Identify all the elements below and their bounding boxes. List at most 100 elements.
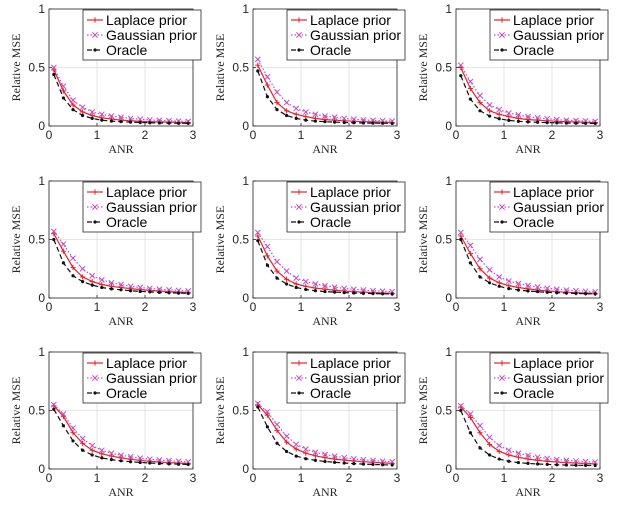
legend-label-laplace: Laplace prior xyxy=(310,12,391,28)
data-point-gaussian xyxy=(166,457,172,464)
data-point-oracle xyxy=(138,289,142,294)
legend-label-laplace: Laplace prior xyxy=(106,12,187,28)
data-point-oracle xyxy=(593,463,597,468)
data-point-gaussian xyxy=(50,401,57,408)
legend-marker-gaussian xyxy=(92,204,98,210)
data-point-oracle xyxy=(516,288,521,292)
data-point-gaussian xyxy=(582,458,589,465)
y-tick-label: 1 xyxy=(445,345,452,359)
x-tick-label: 1 xyxy=(298,471,305,485)
data-point-oracle xyxy=(564,121,569,125)
chart-panel: 0 1 2 3 0 0.5 1 ANR Relative MSE Laplace priorGau… xyxy=(416,345,609,499)
legend-marker-oracle xyxy=(93,48,97,52)
data-point-gaussian xyxy=(302,109,309,115)
data-point-gaussian xyxy=(60,83,67,90)
data-point-oracle xyxy=(342,120,346,125)
data-point-gaussian xyxy=(477,92,483,99)
data-point-gaussian xyxy=(331,284,338,291)
data-point-oracle xyxy=(526,461,530,465)
data-point-laplace xyxy=(506,452,512,458)
data-point-gaussian xyxy=(175,287,182,294)
x-tick-label: 2 xyxy=(346,128,353,142)
data-point-laplace xyxy=(458,233,464,239)
legend-marker-gaussian xyxy=(296,375,302,381)
x-tick-label: 2 xyxy=(549,471,556,485)
data-point-oracle xyxy=(333,120,337,124)
data-point-gaussian xyxy=(98,276,105,283)
data-point-gaussian xyxy=(302,446,309,453)
data-point-laplace xyxy=(477,266,483,272)
data-point-oracle xyxy=(459,74,463,78)
data-point-oracle xyxy=(304,457,308,461)
y-tick-label: 1 xyxy=(242,345,249,359)
data-point-laplace xyxy=(80,440,86,446)
data-point-laplace xyxy=(467,414,473,421)
legend-marker-oracle xyxy=(93,220,97,224)
data-point-oracle xyxy=(526,289,530,293)
y-axis-label: Relative MSE xyxy=(213,34,227,102)
series-line-oracle xyxy=(257,70,393,124)
data-point-gaussian xyxy=(467,242,474,249)
data-point-laplace xyxy=(274,100,280,106)
data-point-oracle xyxy=(313,458,317,462)
y-tick-label: 1 xyxy=(445,174,452,188)
data-point-gaussian xyxy=(322,113,328,120)
legend-marker-gaussian xyxy=(499,375,505,381)
data-point-laplace xyxy=(108,453,114,459)
data-point-gaussian xyxy=(322,282,328,289)
data-point-oracle xyxy=(381,292,385,296)
data-point-gaussian xyxy=(457,62,464,69)
x-tick-label: 1 xyxy=(298,300,305,314)
data-point-laplace xyxy=(284,276,290,282)
data-point-oracle xyxy=(100,285,104,290)
y-tick-label: 1 xyxy=(242,174,249,188)
x-tick-label: 3 xyxy=(190,128,197,142)
legend-marker-gaussian xyxy=(296,204,302,210)
data-point-gaussian xyxy=(156,457,163,463)
x-axis-label: ANR xyxy=(108,314,133,328)
x-tick-label: 3 xyxy=(597,300,604,314)
data-point-oracle xyxy=(129,460,133,464)
data-point-laplace xyxy=(264,412,270,418)
data-point-laplace xyxy=(467,85,473,92)
y-tick-label: 0 xyxy=(38,119,45,133)
data-point-oracle xyxy=(119,120,123,124)
data-point-oracle xyxy=(390,463,394,467)
data-point-oracle xyxy=(488,453,492,457)
data-point-oracle xyxy=(488,281,492,285)
data-point-oracle xyxy=(497,457,501,461)
data-point-oracle xyxy=(381,463,385,467)
data-point-gaussian xyxy=(283,433,290,440)
data-point-gaussian xyxy=(467,78,474,85)
data-point-gaussian xyxy=(341,454,348,461)
data-point-gaussian xyxy=(70,425,76,432)
data-point-oracle xyxy=(323,459,327,464)
data-point-oracle xyxy=(52,407,56,411)
data-point-oracle xyxy=(265,425,269,429)
data-point-oracle xyxy=(584,121,588,125)
data-point-gaussian xyxy=(553,456,560,463)
data-point-oracle xyxy=(275,441,279,445)
x-tick-label: 1 xyxy=(501,471,508,485)
data-point-gaussian xyxy=(312,111,319,118)
data-point-gaussian xyxy=(312,449,319,456)
data-point-gaussian xyxy=(486,101,493,108)
data-point-laplace xyxy=(496,280,502,286)
y-tick-label: 0.5 xyxy=(232,404,249,418)
data-point-gaussian xyxy=(254,229,261,236)
data-point-oracle xyxy=(390,292,394,296)
data-point-oracle xyxy=(177,121,181,125)
data-point-oracle xyxy=(371,462,375,467)
data-point-gaussian xyxy=(312,281,319,287)
data-point-oracle xyxy=(352,462,356,466)
data-point-laplace xyxy=(89,279,95,285)
legend-marker-gaussian xyxy=(499,32,505,38)
data-point-oracle xyxy=(109,119,113,123)
data-point-oracle xyxy=(555,121,559,125)
x-tick-label: 2 xyxy=(346,471,353,485)
legend-box xyxy=(489,9,609,61)
x-tick-label: 3 xyxy=(190,471,197,485)
